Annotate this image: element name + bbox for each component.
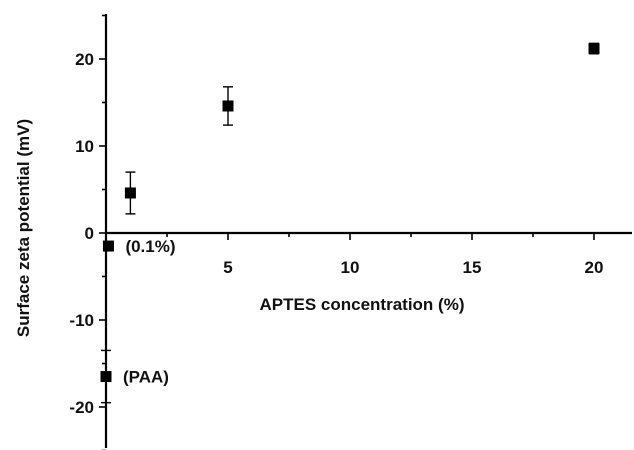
point-annotation: (0.1%) [125, 237, 175, 256]
axes [104, 14, 632, 448]
data-point [222, 100, 234, 112]
x-tick-label: 20 [585, 258, 604, 277]
data-point [100, 371, 112, 383]
y-tick-label: 0 [85, 224, 94, 243]
point-annotation: (PAA) [123, 368, 169, 387]
y-tick-label: 20 [75, 50, 94, 69]
y-tick-label: 10 [75, 137, 94, 156]
y-tick-label: -10 [69, 311, 94, 330]
x-tick-label: 15 [463, 258, 482, 277]
data-point [588, 43, 600, 55]
x-tick-label: 5 [223, 258, 232, 277]
ticks [99, 14, 595, 450]
y-axis-title: Surface zeta potential (mV) [14, 119, 33, 337]
y-tick-label: -20 [69, 398, 94, 417]
x-tick-label: 10 [341, 258, 360, 277]
tick-labels: -20 -10 0 10 20 5 10 15 20 [69, 50, 603, 417]
x-axis-title: APTES concentration (%) [260, 295, 465, 314]
data-point [102, 240, 114, 252]
data-point [124, 187, 136, 199]
data-points: (PAA) (0.1%) [100, 42, 600, 404]
